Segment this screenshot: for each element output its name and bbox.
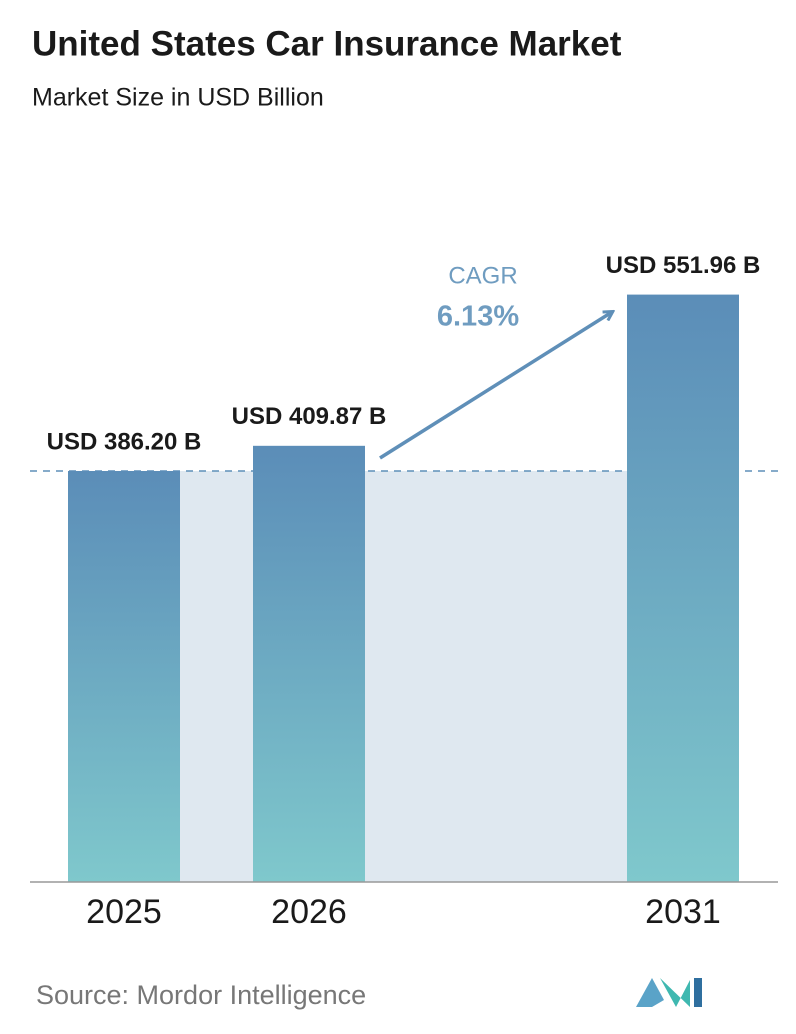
x-tick-label: 2026 [271, 893, 347, 931]
value-label: USD 386.20 B [47, 428, 202, 455]
chart-subtitle: Market Size in USD Billion [32, 84, 324, 112]
cagr-value: 6.13% [437, 301, 519, 333]
logo [636, 978, 702, 1007]
chart-title: United States Car Insurance Market [32, 24, 622, 63]
plot-area: USD 386.20 B 2025 USD 409.87 B 2026 USD 551.… [30, 252, 780, 931]
cagr-arrow [379, 312, 612, 460]
source: Source: Mordor Intelligence [36, 980, 366, 1010]
x-tick-label: 2025 [86, 893, 162, 931]
value-label: USD 409.87 B [232, 403, 387, 430]
cagr-label: CAGR [448, 262, 517, 289]
value-label: USD 551.96 B [606, 252, 761, 279]
x-tick-label: 2031 [645, 893, 721, 931]
bar [68, 471, 180, 882]
bar [627, 294, 739, 882]
bar [253, 445, 365, 882]
